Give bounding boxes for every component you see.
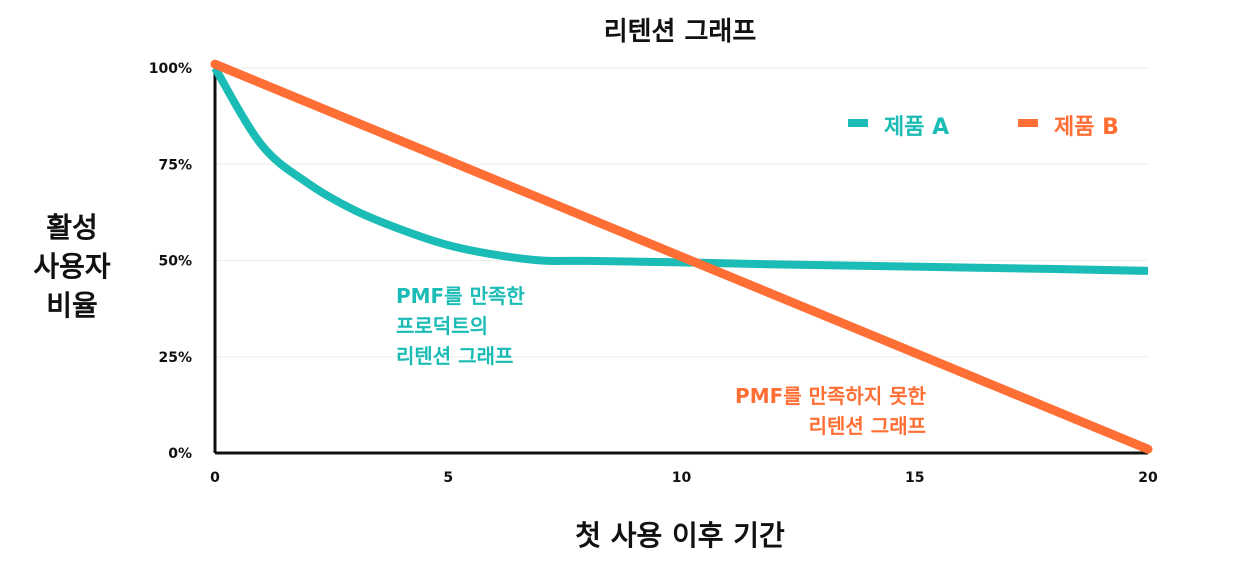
legend-item-b: 제품 B bbox=[1018, 115, 1119, 140]
annotation-a-line-1: PMF를 만족한 bbox=[396, 284, 525, 308]
legend-swatch-a bbox=[848, 119, 868, 127]
annotation-product-a: PMF를 만족한 프로덕트의 리텐션 그래프 bbox=[396, 284, 525, 368]
y-tick-label-3: 75% bbox=[158, 157, 192, 173]
annotation-b-line-2: 리텐션 그래프 bbox=[809, 414, 926, 438]
legend-label-a: 제품 A bbox=[884, 115, 949, 140]
axes bbox=[213, 64, 1148, 455]
y-axis-label-line-3: 비율 bbox=[46, 289, 98, 322]
y-tick-label-4: 100% bbox=[149, 61, 192, 77]
annotation-product-b: PMF를 만족하지 못한 리텐션 그래프 bbox=[735, 384, 927, 438]
tick-labels: 0% 25% 50% 75% 100% 0 5 10 15 20 bbox=[149, 61, 1158, 486]
x-tick-label-3: 15 bbox=[905, 470, 924, 486]
series-line-product-a bbox=[211, 65, 1149, 275]
x-tick-label-4: 20 bbox=[1138, 470, 1158, 486]
y-axis-label: 활성 사용자 비율 bbox=[33, 211, 111, 322]
chart-title: 리텐션 그래프 bbox=[604, 17, 757, 47]
legend-swatch-b bbox=[1018, 119, 1038, 127]
annotation-a-line-3: 리텐션 그래프 bbox=[396, 344, 513, 368]
y-tick-label-0: 0% bbox=[168, 446, 192, 462]
y-tick-label-2: 50% bbox=[158, 254, 192, 270]
grid bbox=[215, 67, 1148, 358]
legend: 제품 A 제품 B bbox=[848, 115, 1119, 140]
x-tick-label-1: 5 bbox=[443, 470, 453, 486]
series-line-product-b bbox=[210, 59, 1153, 454]
annotation-b-line-1: PMF를 만족하지 못한 bbox=[735, 384, 927, 408]
y-axis-label-line-2: 사용자 bbox=[33, 250, 111, 283]
legend-item-a: 제품 A bbox=[848, 115, 949, 140]
x-tick-label-0: 0 bbox=[210, 470, 220, 486]
x-tick-label-2: 10 bbox=[672, 470, 692, 486]
y-axis-label-line-1: 활성 bbox=[46, 211, 98, 244]
annotation-a-line-2: 프로덕트의 bbox=[396, 314, 488, 338]
series bbox=[210, 59, 1153, 454]
legend-label-b: 제품 B bbox=[1054, 115, 1119, 140]
y-tick-label-1: 25% bbox=[158, 350, 192, 366]
x-axis-label: 첫 사용 이후 기간 bbox=[575, 519, 785, 552]
